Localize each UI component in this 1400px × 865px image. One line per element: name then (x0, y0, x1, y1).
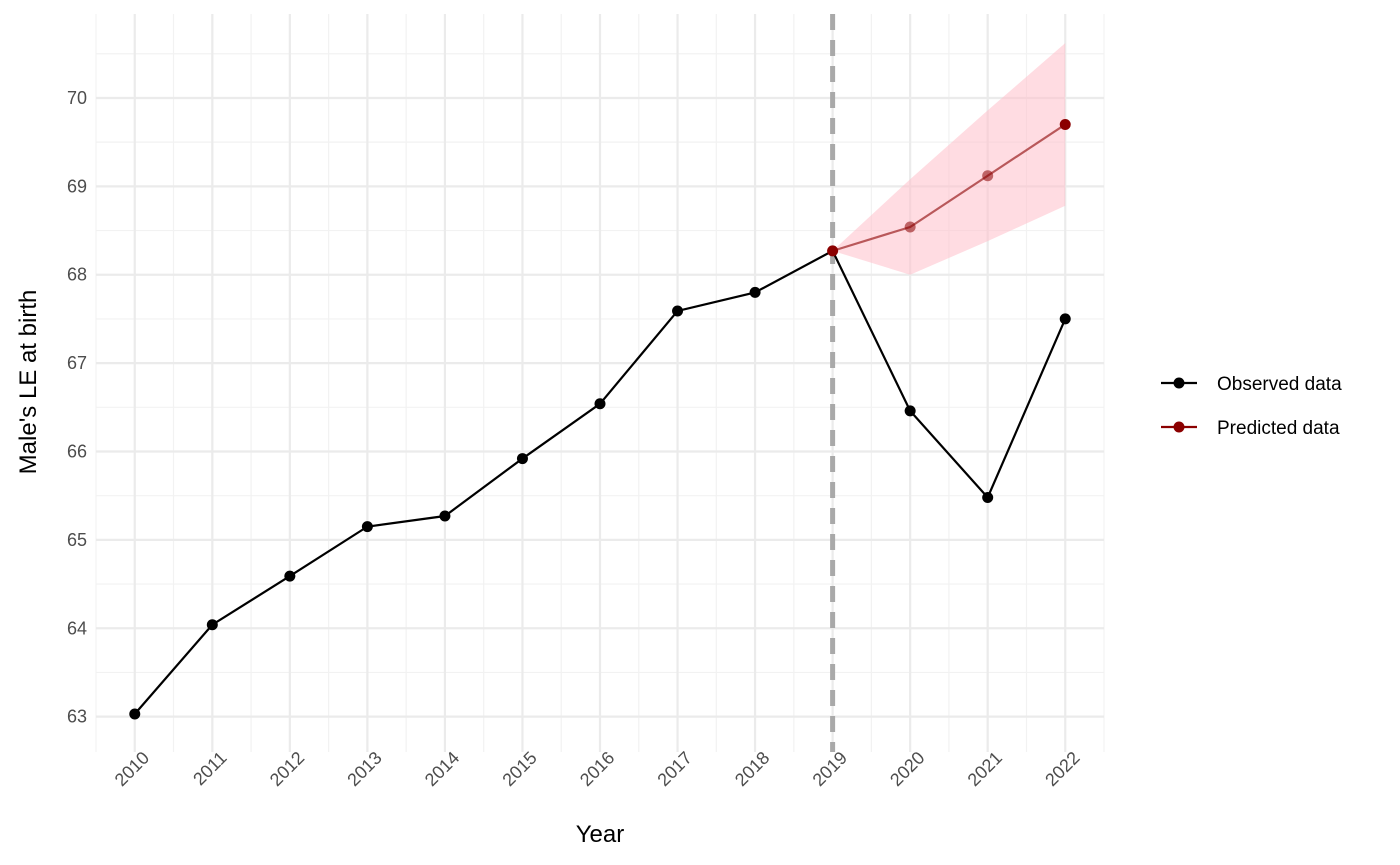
observed-point (284, 570, 296, 582)
x-tick-label: 2013 (343, 748, 385, 790)
observed-point (672, 305, 684, 317)
y-tick-label: 68 (67, 265, 87, 285)
legend-key-point (1173, 377, 1185, 389)
predicted-point (982, 170, 994, 182)
legend-label: Observed data (1217, 374, 1342, 395)
x-axis-title: Year (576, 821, 625, 848)
x-axis-ticks: 2010 2011 2012 2013 2014 2015 2016 2017 2018 2019… (111, 748, 1084, 790)
y-axis-title: Male's LE at birth (15, 290, 42, 475)
observed-point (594, 398, 606, 410)
y-axis-ticks: 63 64 65 66 67 68 69 70 (67, 88, 87, 727)
x-tick-label: 2020 (886, 748, 928, 790)
predicted-point (827, 245, 839, 257)
observed-point (904, 405, 916, 417)
observed-point (439, 510, 451, 522)
x-tick-label: 2015 (498, 748, 540, 790)
x-tick-label: 2019 (809, 748, 851, 790)
y-tick-label: 65 (67, 530, 87, 550)
observed-point (206, 619, 218, 631)
legend-key-point (1173, 421, 1185, 433)
predicted-point (904, 221, 916, 233)
data-points (129, 118, 1071, 720)
x-tick-label: 2021 (964, 748, 1006, 790)
observed-point (129, 708, 141, 720)
x-tick-label: 2012 (266, 748, 308, 790)
x-tick-label: 2016 (576, 748, 618, 790)
x-tick-label: 2022 (1041, 748, 1083, 790)
x-tick-label: 2010 (111, 748, 153, 790)
observed-point (516, 453, 528, 465)
grid-lines (95, 14, 1105, 752)
observed-point (749, 286, 761, 298)
x-tick-label: 2017 (653, 748, 695, 790)
predicted-point (1059, 118, 1071, 130)
legend: Observed data Predicted data (1161, 374, 1342, 439)
observed-point (361, 521, 373, 533)
y-tick-label: 63 (67, 707, 87, 727)
y-tick-label: 67 (67, 353, 87, 373)
predicted-line (832, 123, 1066, 252)
y-tick-label: 64 (67, 618, 87, 638)
y-tick-label: 66 (67, 441, 87, 461)
prediction-interval (832, 43, 1066, 275)
y-tick-label: 69 (67, 176, 87, 196)
x-tick-label: 2011 (189, 748, 231, 790)
x-tick-label: 2014 (421, 748, 463, 790)
x-tick-label: 2018 (731, 748, 773, 790)
observed-point (1059, 313, 1071, 325)
observed-point (982, 491, 994, 503)
y-tick-label: 70 (67, 88, 87, 108)
prediction-band (832, 43, 1066, 275)
legend-label: Predicted data (1217, 418, 1340, 439)
